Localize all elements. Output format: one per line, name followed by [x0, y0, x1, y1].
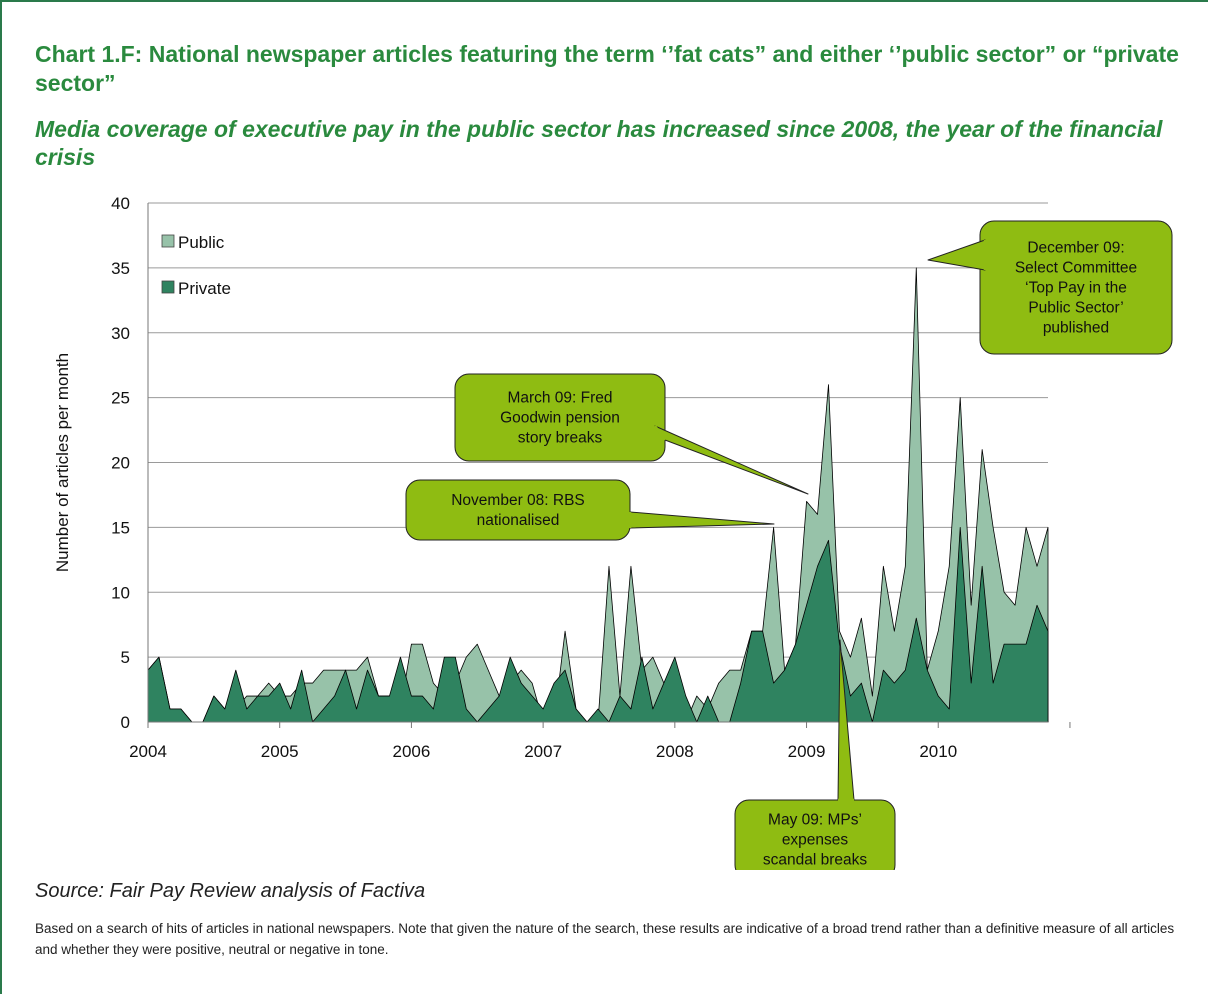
callout-text: March 09: Fred [507, 390, 612, 407]
callout-box [979, 220, 1173, 355]
callout-seam [653, 425, 667, 441]
callout-text: expenses [782, 832, 849, 849]
series-area-private [147, 526, 1049, 723]
chart-title: Chart 1.F: National newspaper articles f… [35, 41, 1179, 96]
y-tick-label: 5 [121, 648, 130, 667]
callout-text: Select Committee [1015, 260, 1137, 277]
legend-label-private: Private [178, 279, 231, 298]
callout-box [454, 373, 666, 462]
callout-box [734, 799, 896, 870]
x-tick-label: 2008 [656, 742, 694, 761]
callout-text: published [1043, 320, 1109, 337]
callout-text: story breaks [518, 430, 603, 447]
callout-text: May 09: MPs’ [768, 812, 862, 829]
x-tick-label: 2006 [393, 742, 431, 761]
y-tick-label: 0 [121, 713, 130, 732]
callout-text: Public Sector’ [1028, 300, 1123, 317]
x-tick-label: 2004 [129, 742, 167, 761]
callout-pointer [629, 511, 775, 529]
legend-label-public: Public [178, 233, 225, 252]
y-tick-label: 20 [111, 454, 130, 473]
callout-text: nationalised [477, 512, 560, 529]
annotation-callout: May 09: MPs’ expenses scandal breaks [734, 639, 896, 870]
y-tick-label: 35 [111, 259, 130, 278]
callout-text: ‘Top Pay in the [1025, 280, 1127, 297]
x-tick-label: 2007 [524, 742, 562, 761]
legend-swatch-private [161, 280, 175, 294]
source-note: Source: Fair Pay Review analysis of Fact… [35, 880, 426, 902]
y-tick-label: 30 [111, 324, 130, 343]
annotation-callout: November 08: RBS nationalised [405, 479, 775, 541]
chart-subtitle: Media coverage of executive pay in the p… [35, 116, 1163, 170]
y-tick-label: 25 [111, 389, 130, 408]
x-tick-label: 2009 [788, 742, 826, 761]
y-tick-label: 40 [111, 194, 130, 213]
y-tick-label: 10 [111, 583, 130, 602]
annotation-callout: March 09: Fred Goodwin pension story break… [454, 373, 809, 495]
callout-text: November 08: RBS [451, 492, 585, 509]
callout-pointer [654, 425, 809, 495]
callout-box [405, 479, 631, 541]
annotation-callout: December 09: Select Committee ‘Top Pay in … [927, 220, 1173, 355]
y-axis-title: Number of articles per month [53, 353, 72, 572]
y-tick-label: 15 [111, 518, 130, 537]
callout-text: December 09: [1027, 240, 1124, 257]
callout-text: Goodwin pension [500, 410, 620, 427]
area-chart: 0 5 10 15 20 25 30 35 40 2004 2005 2006 2007 2008 2009… [53, 194, 1173, 870]
callout-text: scandal breaks [763, 852, 868, 869]
legend: Public Private [161, 233, 231, 298]
x-tick-label: 2005 [261, 742, 299, 761]
x-tick-label: 2010 [919, 742, 957, 761]
callout-pointer [927, 239, 986, 271]
methodology-note: Based on a search of hits of articles in… [35, 921, 1175, 957]
legend-swatch-public [161, 234, 175, 248]
